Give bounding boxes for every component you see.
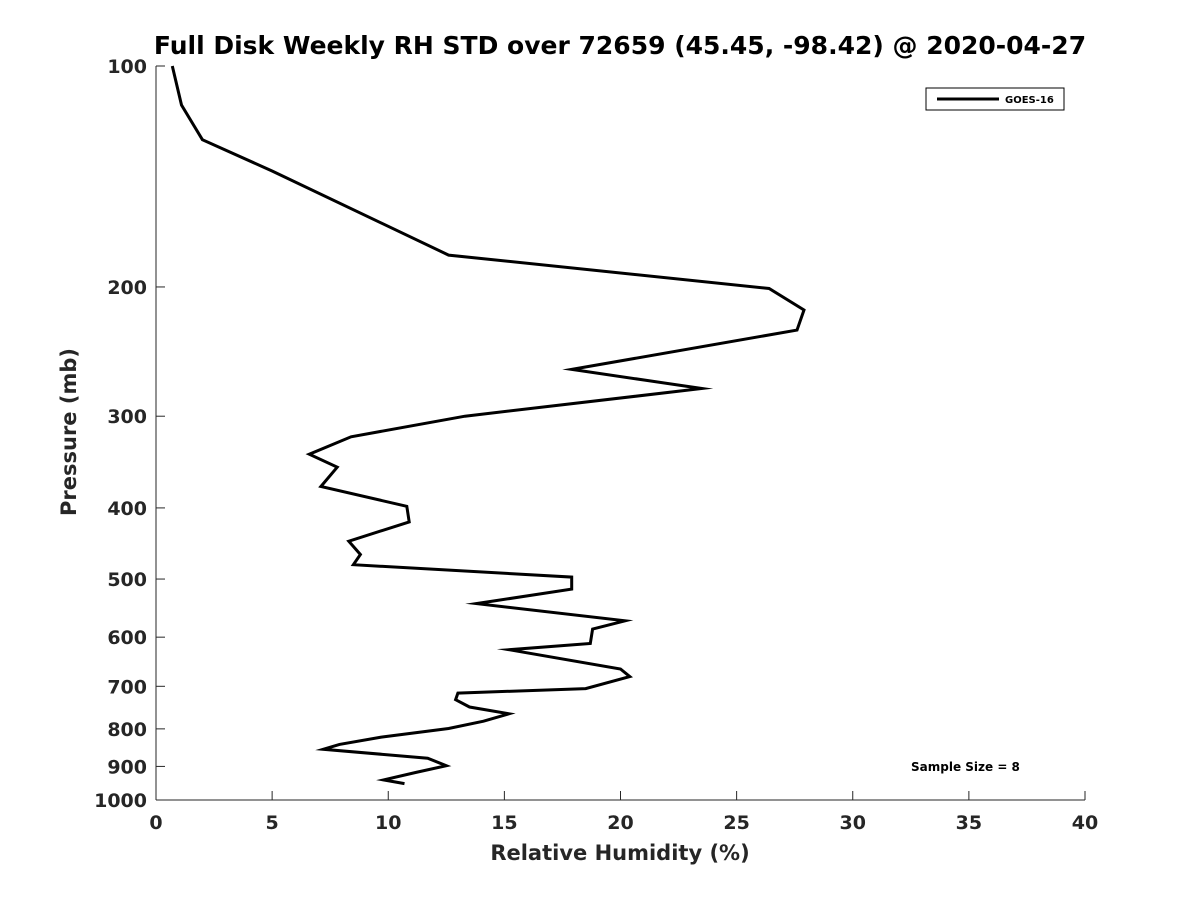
axes xyxy=(155,66,1085,801)
x-tick-label: 5 xyxy=(266,812,279,834)
series-line-goes-16 xyxy=(170,65,806,786)
x-tick-label: 20 xyxy=(607,812,633,834)
y-tick-label: 200 xyxy=(107,277,147,299)
sample-size-annotation: Sample Size = 8 xyxy=(911,760,1020,774)
x-tick-label: 25 xyxy=(723,812,749,834)
y-tick-label: 1000 xyxy=(94,790,147,812)
x-axis-label: Relative Humidity (%) xyxy=(490,841,749,865)
legend-label-goes-16: GOES-16 xyxy=(1005,95,1054,106)
legend: GOES-16 xyxy=(925,87,1065,111)
x-tick-label: 30 xyxy=(840,812,866,834)
y-tick-label: 700 xyxy=(107,676,147,698)
y-tick-label: 500 xyxy=(107,569,147,591)
chart-title: Full Disk Weekly RH STD over 72659 (45.4… xyxy=(154,31,1086,60)
x-tick-label: 15 xyxy=(491,812,517,834)
x-tick-label: 0 xyxy=(149,812,162,834)
y-tick-label: 900 xyxy=(107,756,147,778)
y-tick-label: 400 xyxy=(107,498,147,520)
x-tick-label: 35 xyxy=(956,812,982,834)
series-layer xyxy=(170,65,806,786)
y-axis-label: Pressure (mb) xyxy=(57,348,81,516)
y-tick-label: 100 xyxy=(107,56,147,78)
x-tick-label: 10 xyxy=(375,812,401,834)
ticks: 0 5 10 15 20 25 30 35 40 100 200 300 400 500 600 700 800… xyxy=(94,56,1098,834)
y-tick-label: 600 xyxy=(107,627,147,649)
x-tick-label: 40 xyxy=(1072,812,1098,834)
y-tick-label: 300 xyxy=(107,406,147,428)
y-tick-label: 800 xyxy=(107,719,147,741)
